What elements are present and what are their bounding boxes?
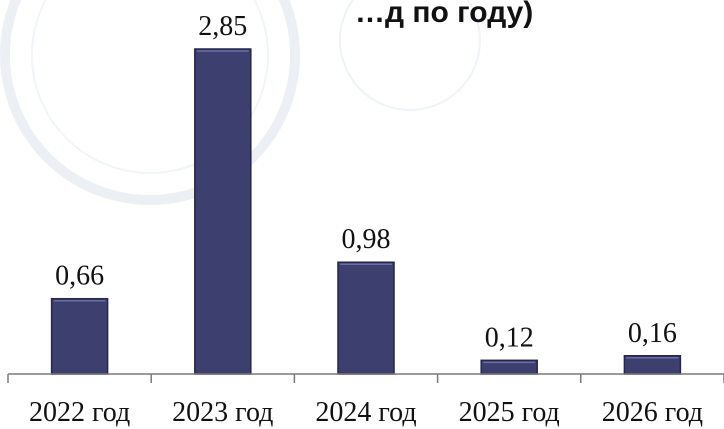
data-label: 0,12: [485, 322, 534, 353]
data-label: 0,98: [342, 224, 391, 255]
x-tick-label: 2024 год: [315, 397, 416, 428]
data-label: 0,66: [55, 261, 104, 292]
data-label: 0,16: [628, 318, 677, 349]
x-axis-ticks: [8, 374, 724, 383]
bars-group: [52, 49, 681, 374]
x-tick-label: 2023 год: [172, 397, 273, 428]
chart-title: …д по году): [355, 0, 533, 29]
bar: [338, 262, 394, 374]
x-tick-label: 2026 год: [602, 397, 703, 428]
data-label: 2,85: [198, 11, 247, 42]
bar: [52, 299, 108, 374]
x-tick-label: 2025 год: [459, 397, 560, 428]
x-tick-label: 2022 год: [29, 397, 130, 428]
bar: [195, 49, 251, 374]
x-axis-labels: 2022 год 2023 год 2024 год 2025 год 2026 год: [29, 397, 703, 428]
